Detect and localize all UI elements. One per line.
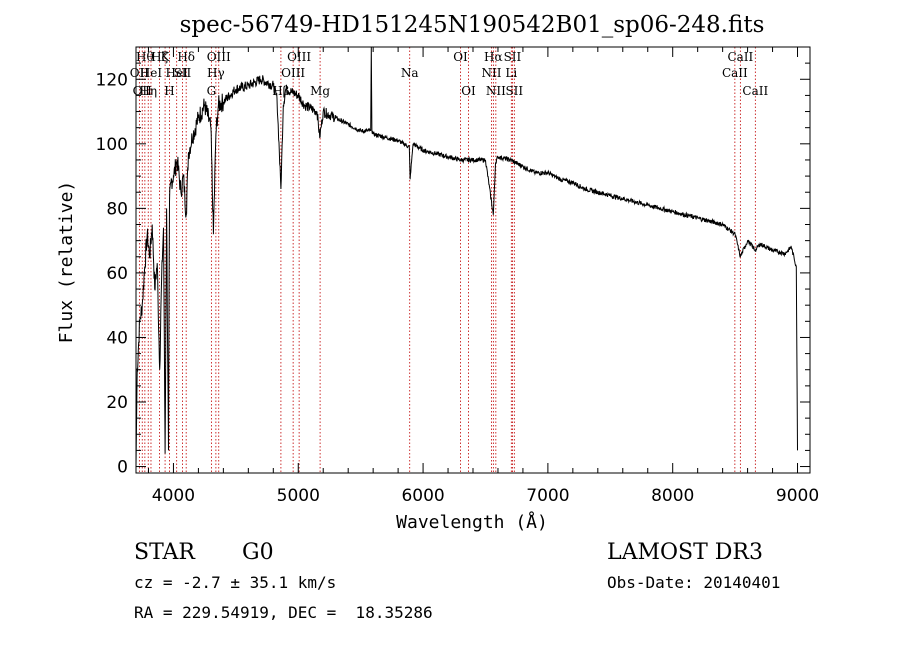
y-axis-label: Flux (relative) [56, 181, 77, 344]
line-marker-label-24: Li [505, 66, 517, 80]
x-axis: 4000 5000 6000 7000 8000 9000 [147, 47, 819, 506]
y-tick-label-0: 0 [117, 458, 128, 478]
line-marker-label-1: OII [133, 84, 153, 98]
line-marker-labels: OIIOIIHθHηHeIHζKHHeISIIHδGHγOIIIHβOIIIOI… [130, 50, 769, 98]
line-marker-label-16: OIII [287, 50, 311, 64]
y-tick-label-2: 40 [106, 328, 128, 348]
y-tick-label-3: 60 [106, 264, 128, 284]
x-tick-label-3: 7000 [526, 486, 569, 506]
y-axis: 0 20 40 60 80 100 120 [96, 62, 810, 478]
line-marker-label-4: HeI [140, 66, 163, 80]
observation-date: Obs-Date: 20140401 [607, 573, 781, 592]
line-marker-label-23: NII [486, 84, 506, 98]
line-marker-label-20: OI [461, 84, 476, 98]
object-subclass: G0 [242, 540, 274, 565]
coordinates-readout: RA = 229.54919, DEC = 18.35286 [134, 603, 433, 622]
line-markers [138, 47, 756, 473]
x-tick-label-2: 6000 [401, 486, 444, 506]
chart-title: spec-56749-HD151245N190542B01_sp06-248.f… [180, 12, 765, 38]
x-tick-label-0: 4000 [152, 486, 195, 506]
line-marker-label-8: HeI [166, 66, 189, 80]
y-tick-label-1: 20 [106, 393, 128, 413]
x-tick-label-1: 5000 [277, 486, 320, 506]
line-marker-label-29: CaII [742, 84, 768, 98]
line-marker-label-5: Hζ [151, 50, 168, 64]
line-marker-label-11: G [207, 84, 217, 98]
line-marker-label-13: OIII [207, 50, 231, 64]
plot-frame [135, 46, 811, 474]
line-marker-label-6: K [161, 50, 171, 64]
line-marker-label-21: NII [481, 66, 501, 80]
object-class: STAR [134, 540, 195, 565]
line-marker-label-22: Hα [484, 50, 503, 64]
line-marker-label-10: Hδ [177, 50, 195, 64]
line-marker-label-27: CaII [722, 66, 748, 80]
redshift-readout: cz = -2.7 ± 35.1 km/s [134, 573, 337, 592]
x-tick-label-4: 8000 [651, 486, 694, 506]
line-marker-label-15: OIII [281, 66, 305, 80]
x-axis-label: Wavelength (Å) [396, 511, 548, 533]
line-marker-label-9: SII [174, 66, 192, 80]
line-marker-label-0: OII [130, 66, 150, 80]
y-tick-label-6: 120 [96, 70, 128, 90]
x-tick-label-5: 9000 [776, 486, 819, 506]
line-marker-label-25: SII [504, 50, 522, 64]
line-marker-label-2: Hθ [136, 50, 154, 64]
y-tick-label-5: 100 [96, 135, 128, 155]
line-marker-label-3: Hη [139, 84, 157, 98]
line-marker-label-26: SII [505, 84, 523, 98]
line-marker-label-12: Hγ [207, 66, 225, 80]
line-marker-label-18: Na [401, 66, 419, 80]
y-tick-label-4: 80 [106, 199, 128, 219]
survey-name: LAMOST DR3 [607, 540, 763, 565]
spectrum-line [135, 46, 798, 467]
line-marker-label-19: OI [453, 50, 468, 64]
line-marker-label-17: Mg [310, 84, 330, 98]
line-marker-label-28: CaII [727, 50, 753, 64]
spectrum-plot: spec-56749-HD151245N190542B01_sp06-248.f… [56, 12, 819, 533]
line-marker-label-7: H [164, 84, 174, 98]
